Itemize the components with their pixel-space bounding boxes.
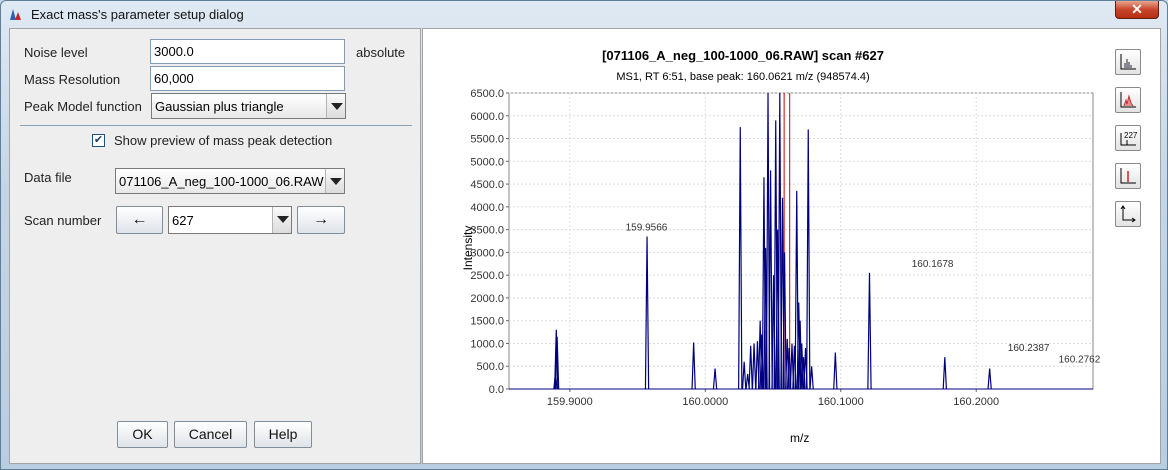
spectrum-peak	[738, 127, 743, 390]
y-tick-label: 5000.0	[470, 156, 504, 168]
spectrum-peak	[796, 302, 801, 390]
peak-model-select[interactable]: Gaussian plus triangle	[151, 93, 346, 119]
peak-label: 160.2762	[1059, 355, 1101, 366]
y-tick-label: 4500.0	[470, 179, 504, 191]
chart-subtitle: MS1, RT 6:51, base peak: 160.0621 m/z (9…	[616, 71, 870, 83]
separator	[20, 125, 412, 126]
previous-scan-button[interactable]: ←	[116, 206, 163, 234]
spectrum-peak	[751, 343, 757, 390]
spectrum-peak	[691, 342, 696, 390]
spectrum-peak	[806, 129, 811, 390]
scan-number-value: 627	[172, 213, 194, 228]
spectrum-plot[interactable]: 0.0 500.0 1000.0 1500.0 2000.0 2500.0 3000.0 35…	[423, 29, 1113, 463]
noise-level-label: Noise level	[24, 45, 88, 60]
mass-resolution-label: Mass Resolution	[24, 72, 121, 87]
cancel-button[interactable]: Cancel	[174, 421, 247, 448]
data-file-select[interactable]: 071106_A_neg_100-1000_06.RAW	[115, 168, 345, 194]
spectrum-peak	[741, 361, 747, 390]
spectrum-peak	[833, 352, 838, 390]
noise-unit-label: absolute	[356, 45, 406, 60]
spectrum-peak	[987, 368, 992, 390]
toolbar-axes-button[interactable]	[1115, 201, 1141, 227]
chevron-down-icon[interactable]	[325, 169, 344, 193]
toolbar-annotate-button[interactable]: 227	[1115, 125, 1141, 151]
close-button[interactable]: ✕	[1115, 1, 1159, 19]
peak-label: 160.1678	[912, 259, 954, 270]
toolbar-bar-chart-button[interactable]	[1115, 49, 1141, 75]
y-tick-label: 1500.0	[470, 316, 504, 328]
y-tick-label: 5500.0	[470, 134, 504, 146]
peak-chart-icon	[1120, 92, 1136, 108]
spectrum-peak	[712, 368, 718, 390]
spectrum-peak	[554, 329, 559, 390]
next-scan-button[interactable]: →	[297, 206, 345, 234]
scan-number-label: Scan number	[24, 213, 102, 228]
x-tick-label: 160.2000	[953, 396, 999, 408]
annotate-icon: 227	[1120, 131, 1137, 146]
peak-label: 160.2387	[1008, 343, 1050, 354]
red-peak-icon	[1120, 168, 1136, 184]
spectrum-peak	[554, 336, 560, 390]
axes-icon	[1120, 205, 1136, 223]
chevron-down-icon[interactable]	[326, 94, 345, 118]
y-tick-label: 4000.0	[470, 202, 504, 214]
help-button[interactable]: Help	[254, 421, 312, 448]
spectrum-peak	[768, 170, 773, 390]
x-tick-label: 160.1000	[818, 396, 864, 408]
y-tick-label: 6000.0	[470, 111, 504, 123]
noise-level-input[interactable]	[150, 39, 345, 64]
peak-model-value: Gaussian plus triangle	[155, 99, 284, 114]
data-file-value: 071106_A_neg_100-1000_06.RAW	[119, 174, 324, 189]
y-tick-label: 2500.0	[470, 270, 504, 282]
bar-chart-icon	[1120, 54, 1136, 70]
app-icon	[10, 9, 21, 20]
spectrum-peak	[786, 347, 792, 390]
spectrum-peak	[867, 272, 872, 390]
toolbar-centroid-button[interactable]	[1115, 163, 1141, 189]
spectrum-peak	[644, 236, 650, 390]
spectrum-peak	[765, 92, 771, 390]
y-tick-label: 500.0	[476, 361, 504, 373]
chart-title: [071106_A_neg_100-1000_06.RAW] scan #627	[602, 48, 884, 63]
x-tick-label: 160.0000	[682, 396, 728, 408]
x-axis-label: m/z	[790, 431, 810, 445]
toolbar-peak-chart-button[interactable]	[1115, 87, 1141, 113]
y-tick-label: 3500.0	[470, 225, 504, 237]
scan-number-select[interactable]: 627	[168, 206, 292, 234]
window-title: Exact mass's parameter setup dialog	[31, 7, 244, 22]
y-tick-label: 0.0	[489, 384, 504, 396]
preview-label[interactable]: Show preview of mass peak detection	[114, 133, 333, 148]
spectrum-peak	[782, 252, 787, 390]
ok-button[interactable]: OK	[117, 421, 168, 448]
data-file-label: Data file	[24, 170, 72, 185]
y-tick-label: 2000.0	[470, 293, 504, 305]
svg-text:227: 227	[1124, 131, 1137, 140]
chevron-down-icon[interactable]	[272, 207, 291, 233]
title-bar[interactable]: Exact mass's parameter setup dialog ✕	[1, 1, 1167, 27]
mass-resolution-input[interactable]	[150, 66, 345, 91]
spectrum-peak	[777, 92, 782, 390]
y-tick-label: 1000.0	[470, 338, 504, 350]
x-tick-label: 159.9000	[547, 396, 593, 408]
spectrum-peak	[809, 366, 814, 390]
y-tick-label: 3000.0	[470, 247, 504, 259]
peak-label: 159.9566	[626, 222, 668, 233]
spectrum-peak	[748, 345, 753, 390]
parameter-panel: Noise level absolute Mass Resolution Pea…	[9, 28, 421, 464]
peak-model-label: Peak Model function	[24, 99, 142, 114]
spectrum-panel: [071106_A_neg_100-1000_06.RAW] scan #627…	[422, 28, 1161, 464]
spectrum-peak	[942, 357, 947, 390]
preview-checkbox[interactable]: ✔	[92, 134, 105, 147]
y-tick-label: 6500.0	[470, 88, 504, 100]
